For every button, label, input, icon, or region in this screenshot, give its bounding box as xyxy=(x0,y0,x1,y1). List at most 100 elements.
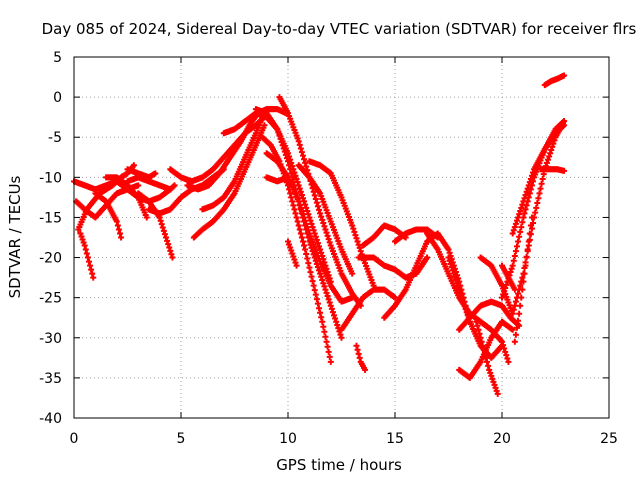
data-point xyxy=(459,296,466,303)
data-point xyxy=(473,318,480,325)
x-tick-label: 5 xyxy=(177,431,186,447)
data-point xyxy=(293,175,300,182)
data-point xyxy=(316,206,323,213)
data-series xyxy=(359,222,409,249)
data-point xyxy=(310,227,317,234)
data-point xyxy=(525,182,532,189)
data-point xyxy=(362,366,369,373)
data-point xyxy=(314,203,321,210)
data-point xyxy=(115,226,122,233)
data-point xyxy=(513,324,520,331)
data-point xyxy=(501,288,508,295)
data-point xyxy=(456,286,463,293)
data-point xyxy=(523,188,530,195)
data-point xyxy=(294,218,301,225)
data-point xyxy=(90,274,97,281)
data-point xyxy=(490,378,497,385)
data-point xyxy=(539,175,546,182)
data-point xyxy=(282,151,289,158)
data-point xyxy=(545,156,552,163)
data-point xyxy=(520,198,527,205)
data-series xyxy=(124,174,174,193)
data-point xyxy=(511,338,518,345)
data-point xyxy=(321,223,328,230)
data-point xyxy=(549,143,556,150)
data-point xyxy=(561,122,568,129)
x-axis-label: GPS time / hours xyxy=(276,456,402,474)
data-point xyxy=(306,264,313,271)
data-point xyxy=(320,280,327,287)
data-series xyxy=(509,122,568,237)
data-point xyxy=(118,234,125,241)
data-point xyxy=(518,224,525,231)
data-point xyxy=(276,132,283,139)
data-point xyxy=(446,249,453,256)
data-series xyxy=(199,114,266,213)
data-point xyxy=(313,199,320,206)
data-point xyxy=(287,244,294,251)
data-point xyxy=(164,237,171,244)
data-series xyxy=(473,318,501,397)
x-axis-ticks: 0 5 10 15 20 25 xyxy=(70,57,618,447)
data-point xyxy=(537,185,544,192)
data-series xyxy=(306,158,377,289)
data-point xyxy=(305,227,312,234)
data-point xyxy=(304,208,311,215)
data-point xyxy=(463,309,470,316)
data-point xyxy=(538,180,545,187)
data-point xyxy=(299,152,306,159)
data-point xyxy=(460,299,467,306)
data-point xyxy=(454,280,461,287)
data-point xyxy=(160,227,167,234)
data-point xyxy=(82,246,89,253)
data-point xyxy=(526,230,533,237)
data-point xyxy=(521,270,528,277)
data-series xyxy=(135,190,176,261)
data-point xyxy=(392,294,398,301)
data-point xyxy=(281,148,288,155)
x-tick-label: 25 xyxy=(600,431,618,447)
y-tick-label: 0 xyxy=(53,90,62,106)
data-point xyxy=(302,246,309,253)
data-point xyxy=(528,225,535,232)
data-point xyxy=(298,208,305,215)
data-point xyxy=(167,186,174,193)
data-point xyxy=(491,381,498,388)
data-point xyxy=(519,219,526,226)
data-point xyxy=(512,331,519,338)
data-point xyxy=(168,251,175,258)
data-point xyxy=(299,211,306,218)
data-point xyxy=(512,248,519,255)
data-point xyxy=(451,273,458,280)
data-point xyxy=(546,153,553,160)
grid xyxy=(74,57,609,418)
data-point xyxy=(277,135,284,142)
data-point xyxy=(288,194,295,201)
data-point xyxy=(313,236,320,243)
data-point xyxy=(296,226,303,233)
data-point xyxy=(520,278,527,285)
y-tick-label: -25 xyxy=(39,291,62,307)
data-series xyxy=(381,230,473,325)
data-point xyxy=(518,294,525,301)
data-point xyxy=(288,170,295,177)
data-point xyxy=(338,334,345,341)
data-point xyxy=(488,372,495,379)
data-point xyxy=(519,201,526,208)
data-point xyxy=(351,228,358,235)
data-point xyxy=(299,195,306,202)
data-point xyxy=(326,239,333,246)
data-point xyxy=(289,250,296,257)
data-point xyxy=(87,262,94,269)
data-point xyxy=(499,342,505,349)
data-series xyxy=(103,174,150,221)
y-tick-label: -20 xyxy=(39,251,62,267)
data-point xyxy=(494,390,501,397)
data-point xyxy=(303,163,310,170)
data-point xyxy=(274,126,281,133)
data-point xyxy=(526,190,533,197)
data-point xyxy=(290,202,297,209)
data-point xyxy=(505,358,512,365)
data-series xyxy=(75,162,137,233)
data-point xyxy=(166,244,173,251)
